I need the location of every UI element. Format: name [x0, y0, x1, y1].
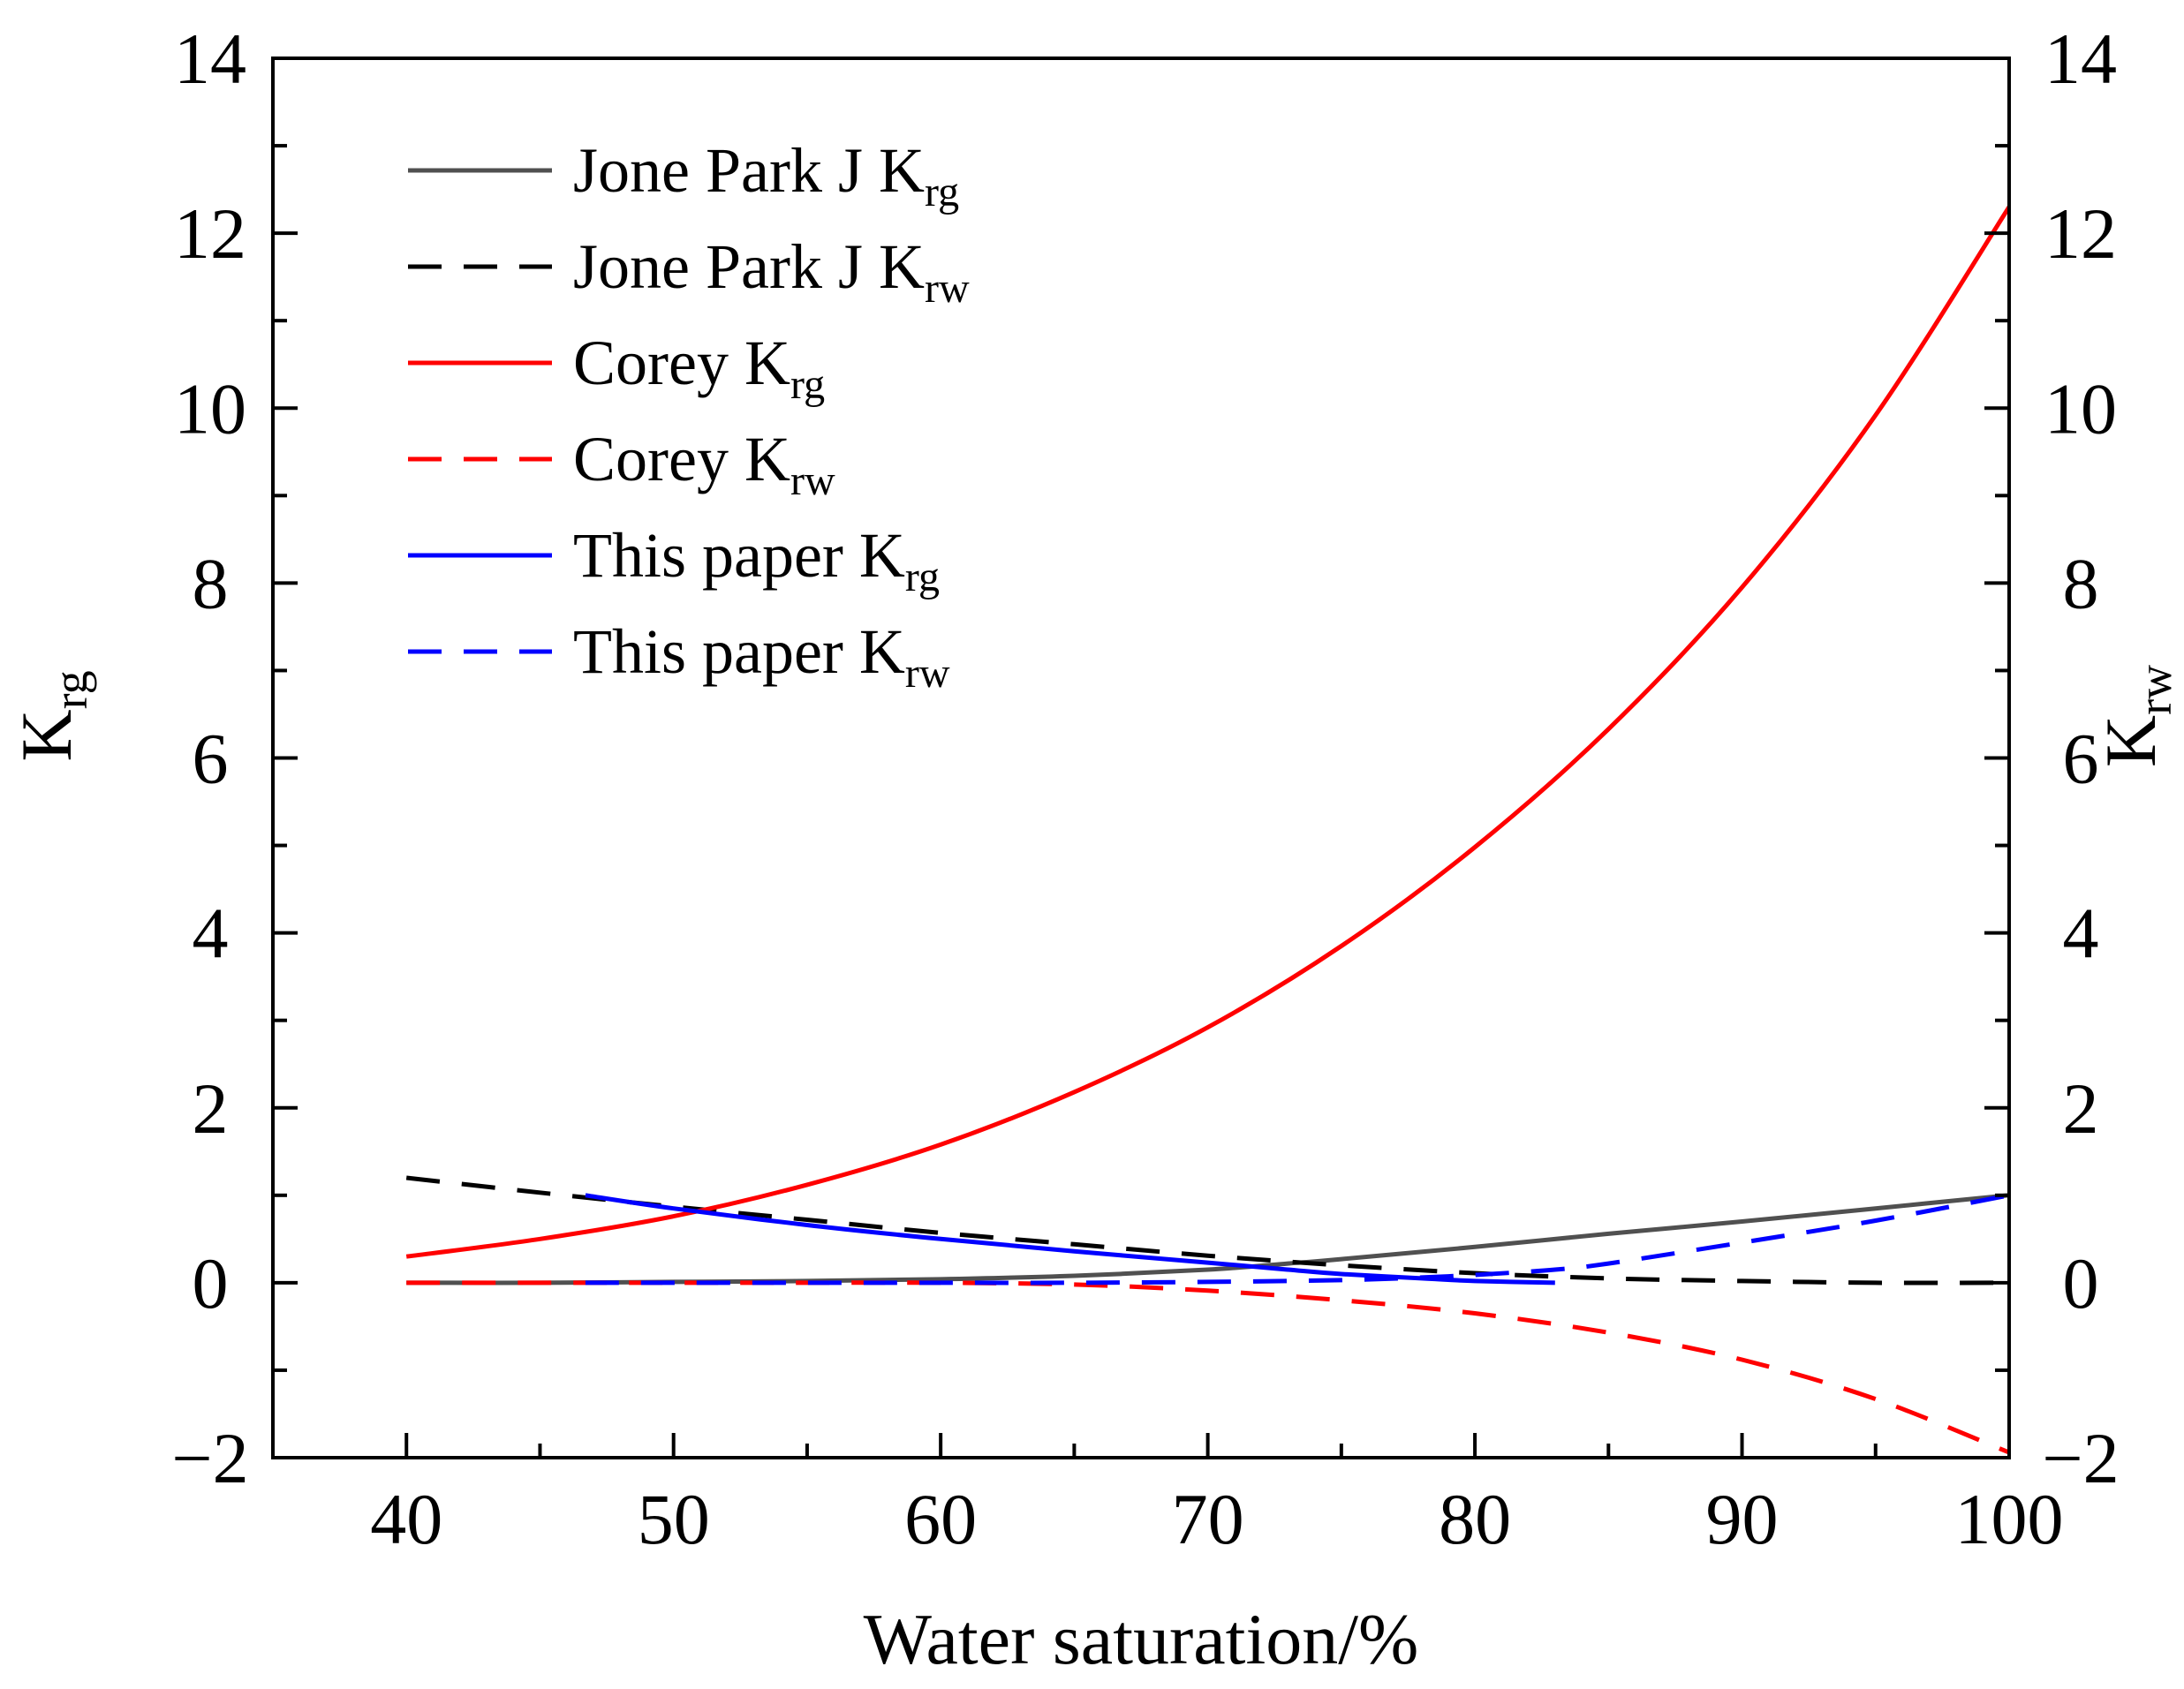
legend-label-subscript: rw — [790, 457, 835, 504]
series-line-corey-krg — [405, 206, 2012, 1259]
y2-axis-title-subscript: rw — [2128, 665, 2181, 715]
y2-axis-title: Krw — [2090, 665, 2181, 767]
legend-label-text: This paper K — [573, 616, 905, 687]
series-layer — [405, 206, 2012, 1455]
axis-ticks — [273, 57, 2011, 1459]
x-axis-title: Water saturation/% — [864, 1599, 1419, 1679]
legend: Jone Park J Krg Jone Park J Krw Corey Kr… — [408, 135, 970, 697]
plot-frame — [271, 57, 2011, 1459]
legend-label-text: Jone Park J K — [573, 135, 925, 206]
y2-tick-label: 6 — [2063, 719, 2099, 799]
legend-label-jone-park-j-krw: Jone Park J Krw — [573, 231, 970, 312]
x-tick-label: 90 — [1706, 1479, 1779, 1559]
legend-label-corey-krg: Corey Krg — [573, 328, 825, 408]
legend-label-this-paper-krg: This paper Krg — [573, 520, 940, 600]
legend-label-subscript: rg — [925, 169, 959, 215]
x-tick-label: 60 — [904, 1479, 977, 1559]
x-tick-label: 70 — [1172, 1479, 1244, 1559]
y2-tick-label: 12 — [2044, 193, 2117, 274]
y2-tick-label: −2 — [2042, 1418, 2119, 1498]
legend-label-corey-krw: Corey Krw — [573, 424, 835, 504]
y-tick-label: 2 — [193, 1068, 229, 1149]
x-tick-label: 50 — [638, 1479, 710, 1559]
y-axis-title-subscript: rg — [44, 670, 97, 709]
legend-label-text: This paper K — [573, 520, 905, 591]
y2-tick-labels: −2 0 2 4 6 8 10 12 14 — [2042, 19, 2119, 1498]
legend-entry-this-paper-krg: This paper Krg — [408, 520, 940, 600]
y-tick-labels: −2 0 2 4 6 8 10 12 14 — [171, 19, 248, 1498]
y-tick-label: 6 — [193, 719, 229, 799]
legend-label-text: Corey K — [573, 424, 790, 494]
y-tick-label: 0 — [193, 1243, 229, 1323]
legend-entry-corey-krg: Corey Krg — [408, 328, 825, 408]
y-tick-label: 10 — [174, 368, 246, 449]
x-tick-labels: 40 50 60 70 80 90 100 — [370, 1479, 2063, 1559]
x-tick-label: 40 — [370, 1479, 442, 1559]
x-tick-label: 100 — [1955, 1479, 2064, 1559]
y-tick-label: −2 — [171, 1418, 248, 1498]
legend-entry-this-paper-krw: This paper Krw — [408, 616, 950, 697]
legend-label-this-paper-krw: This paper Krw — [573, 616, 950, 697]
legend-entry-jone-park-j-krw: Jone Park J Krw — [408, 231, 970, 312]
y2-tick-label: 10 — [2044, 368, 2117, 449]
y2-tick-label: 8 — [2063, 543, 2099, 623]
legend-label-text: Jone Park J K — [573, 231, 925, 302]
y-tick-label: 8 — [193, 543, 229, 623]
legend-label-subscript: rg — [905, 554, 940, 600]
y-axis-title-main: K — [6, 709, 87, 761]
y2-tick-label: 4 — [2063, 894, 2099, 974]
legend-label-subscript: rw — [905, 650, 950, 697]
legend-label-text: Corey K — [573, 328, 790, 398]
y2-tick-label: 0 — [2063, 1243, 2099, 1323]
legend-label-subscript: rg — [790, 361, 825, 408]
y-tick-label: 12 — [174, 193, 246, 274]
y-axis-title: Krg — [6, 670, 97, 761]
x-tick-label: 80 — [1439, 1479, 1511, 1559]
legend-entry-jone-park-j-krg: Jone Park J Krg — [408, 135, 959, 215]
series-line-this-paper-krw — [585, 1193, 2010, 1286]
y-tick-label: 4 — [193, 894, 229, 974]
y2-tick-label: 2 — [2063, 1068, 2099, 1149]
y2-tick-label: 14 — [2044, 19, 2117, 99]
series-line-jone-park-j-krg — [406, 1193, 2010, 1286]
legend-label-subscript: rw — [925, 265, 970, 312]
legend-label-jone-park-j-krg: Jone Park J Krg — [573, 135, 959, 215]
series-line-jone-park-j-krw — [405, 1175, 2010, 1286]
series-line-corey-krw — [406, 1280, 2010, 1455]
legend-entry-corey-krw: Corey Krw — [408, 424, 835, 504]
y2-axis-title-main: K — [2090, 715, 2171, 767]
y-tick-label: 14 — [174, 19, 246, 99]
